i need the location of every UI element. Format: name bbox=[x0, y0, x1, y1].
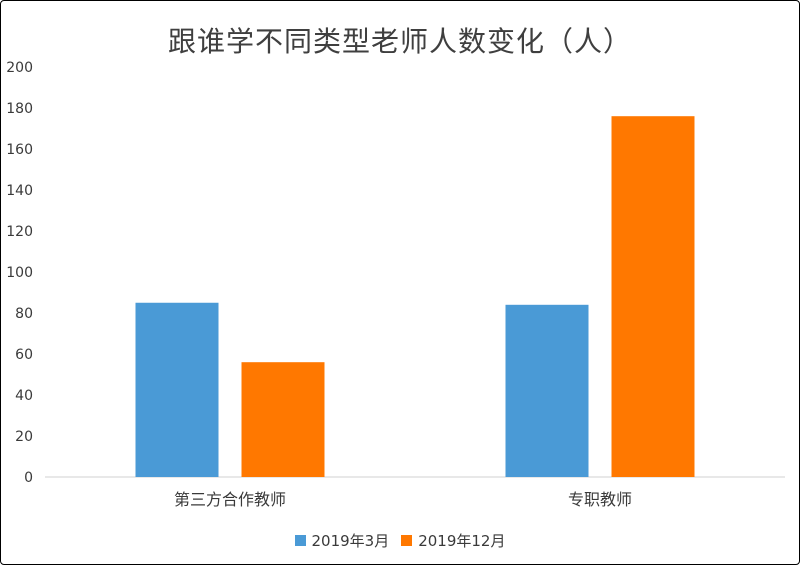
legend-swatch-series-2 bbox=[401, 535, 413, 546]
legend-swatch-series-1 bbox=[294, 535, 306, 546]
y-tick-label: 20 bbox=[15, 429, 33, 445]
y-tick-label: 180 bbox=[6, 101, 33, 117]
bar-1-1 bbox=[135, 302, 219, 477]
x-category-label: 第三方合作教师 bbox=[174, 490, 286, 509]
bar-1-2 bbox=[505, 304, 589, 477]
chart-title: 跟谁学不同类型老师人数变化（人） bbox=[167, 25, 632, 58]
legend-label-series-2: 2019年12月 bbox=[418, 532, 506, 550]
bar-chart-plot: 0 20 40 60 80 100 120 140 160 180 200 第三方合作教师 专职教师 bbox=[6, 60, 785, 509]
y-tick-label: 200 bbox=[6, 60, 33, 76]
y-tick-label: 60 bbox=[15, 347, 33, 363]
legend-label-series-1: 2019年3月 bbox=[311, 532, 390, 550]
y-tick-label: 100 bbox=[6, 265, 33, 281]
legend-item-series-2: 2019年12月 bbox=[401, 530, 505, 551]
y-tick-label: 40 bbox=[15, 388, 33, 404]
y-tick-label: 160 bbox=[6, 142, 33, 158]
y-tick-label: 0 bbox=[24, 470, 33, 486]
y-tick-label: 140 bbox=[6, 183, 33, 199]
bar-2-1 bbox=[241, 362, 325, 477]
bar-2-2 bbox=[611, 116, 695, 477]
y-tick-label: 120 bbox=[6, 224, 33, 240]
legend-item-series-1: 2019年3月 bbox=[294, 530, 390, 551]
x-category-label: 专职教师 bbox=[568, 490, 632, 509]
y-tick-label: 80 bbox=[15, 306, 33, 322]
legend: 2019年3月 2019年12月 bbox=[0, 530, 800, 551]
